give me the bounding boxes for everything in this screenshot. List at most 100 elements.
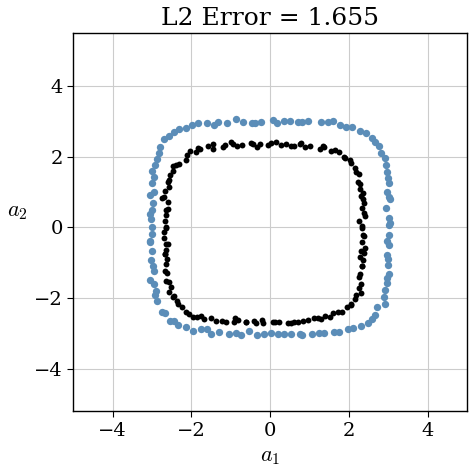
Point bbox=[383, 237, 391, 245]
Point bbox=[362, 129, 370, 137]
Point bbox=[296, 140, 304, 147]
Point bbox=[166, 172, 174, 179]
Point bbox=[352, 291, 359, 299]
Point bbox=[345, 325, 352, 333]
Point bbox=[335, 149, 343, 156]
Point bbox=[341, 154, 348, 161]
Point bbox=[148, 223, 156, 230]
Point bbox=[350, 325, 357, 332]
Point bbox=[339, 309, 346, 316]
Point bbox=[159, 194, 166, 202]
Point bbox=[169, 167, 177, 175]
Point bbox=[357, 280, 365, 287]
Point bbox=[151, 161, 159, 169]
Point bbox=[148, 230, 156, 237]
Point bbox=[163, 246, 170, 254]
Point bbox=[336, 122, 344, 129]
Point bbox=[148, 247, 156, 255]
Point bbox=[382, 162, 390, 169]
Y-axis label: $a_2$: $a_2$ bbox=[7, 200, 27, 222]
Point bbox=[223, 119, 231, 127]
Point bbox=[301, 143, 309, 151]
Point bbox=[232, 116, 240, 123]
Point bbox=[160, 193, 168, 201]
Point bbox=[182, 323, 190, 331]
Point bbox=[377, 149, 385, 157]
Point bbox=[368, 315, 376, 323]
Point bbox=[158, 308, 165, 316]
Point bbox=[156, 143, 164, 150]
Point bbox=[287, 117, 294, 125]
Point bbox=[347, 301, 355, 309]
Point bbox=[321, 312, 329, 320]
Point bbox=[161, 310, 168, 317]
Point bbox=[371, 138, 379, 146]
Point bbox=[362, 212, 369, 220]
Point bbox=[291, 319, 298, 326]
Point bbox=[147, 216, 155, 223]
Point bbox=[352, 164, 359, 172]
Point bbox=[203, 119, 211, 127]
Point bbox=[253, 144, 260, 151]
Point bbox=[256, 140, 264, 147]
Point bbox=[385, 215, 392, 222]
Point bbox=[165, 176, 173, 183]
Point bbox=[356, 270, 364, 277]
Point bbox=[359, 231, 367, 238]
Point bbox=[218, 317, 226, 325]
Point bbox=[174, 301, 182, 308]
Point bbox=[287, 142, 295, 150]
Point bbox=[162, 261, 170, 268]
Point bbox=[287, 319, 294, 327]
Point bbox=[264, 141, 272, 149]
Point bbox=[386, 219, 393, 227]
Point bbox=[306, 142, 314, 149]
Point bbox=[358, 263, 365, 270]
Point bbox=[194, 144, 202, 152]
Point bbox=[162, 187, 169, 195]
Point bbox=[358, 238, 366, 246]
Point bbox=[356, 284, 363, 292]
Point bbox=[383, 280, 391, 287]
Point bbox=[231, 314, 238, 322]
Point bbox=[162, 250, 169, 258]
Point bbox=[229, 140, 237, 148]
Point bbox=[234, 316, 242, 324]
Point bbox=[284, 319, 292, 327]
Point bbox=[150, 188, 157, 196]
Point bbox=[343, 123, 350, 130]
Point bbox=[383, 204, 390, 211]
Point bbox=[344, 303, 351, 310]
Point bbox=[182, 124, 190, 132]
Point bbox=[381, 300, 389, 308]
Point bbox=[358, 204, 366, 211]
Point bbox=[215, 118, 222, 126]
Point bbox=[226, 330, 233, 338]
Point bbox=[321, 143, 328, 150]
Point bbox=[170, 317, 177, 325]
Point bbox=[331, 147, 339, 155]
Point bbox=[352, 168, 360, 175]
Point bbox=[166, 317, 174, 324]
Point bbox=[247, 139, 255, 147]
Point bbox=[260, 319, 267, 327]
Point bbox=[270, 117, 277, 124]
Point bbox=[300, 317, 307, 325]
Point bbox=[164, 240, 172, 247]
Point bbox=[357, 247, 365, 255]
Point bbox=[384, 255, 392, 262]
Point bbox=[385, 221, 392, 229]
Point bbox=[371, 311, 378, 319]
Point bbox=[169, 162, 176, 170]
Point bbox=[308, 330, 316, 337]
Point bbox=[146, 238, 154, 246]
Point bbox=[243, 318, 250, 326]
Point bbox=[163, 269, 171, 277]
Point bbox=[329, 309, 337, 316]
Point bbox=[171, 292, 178, 300]
Point bbox=[164, 179, 172, 186]
Point bbox=[230, 319, 237, 326]
Point bbox=[162, 278, 170, 285]
Point bbox=[150, 267, 157, 275]
Point bbox=[375, 143, 383, 150]
